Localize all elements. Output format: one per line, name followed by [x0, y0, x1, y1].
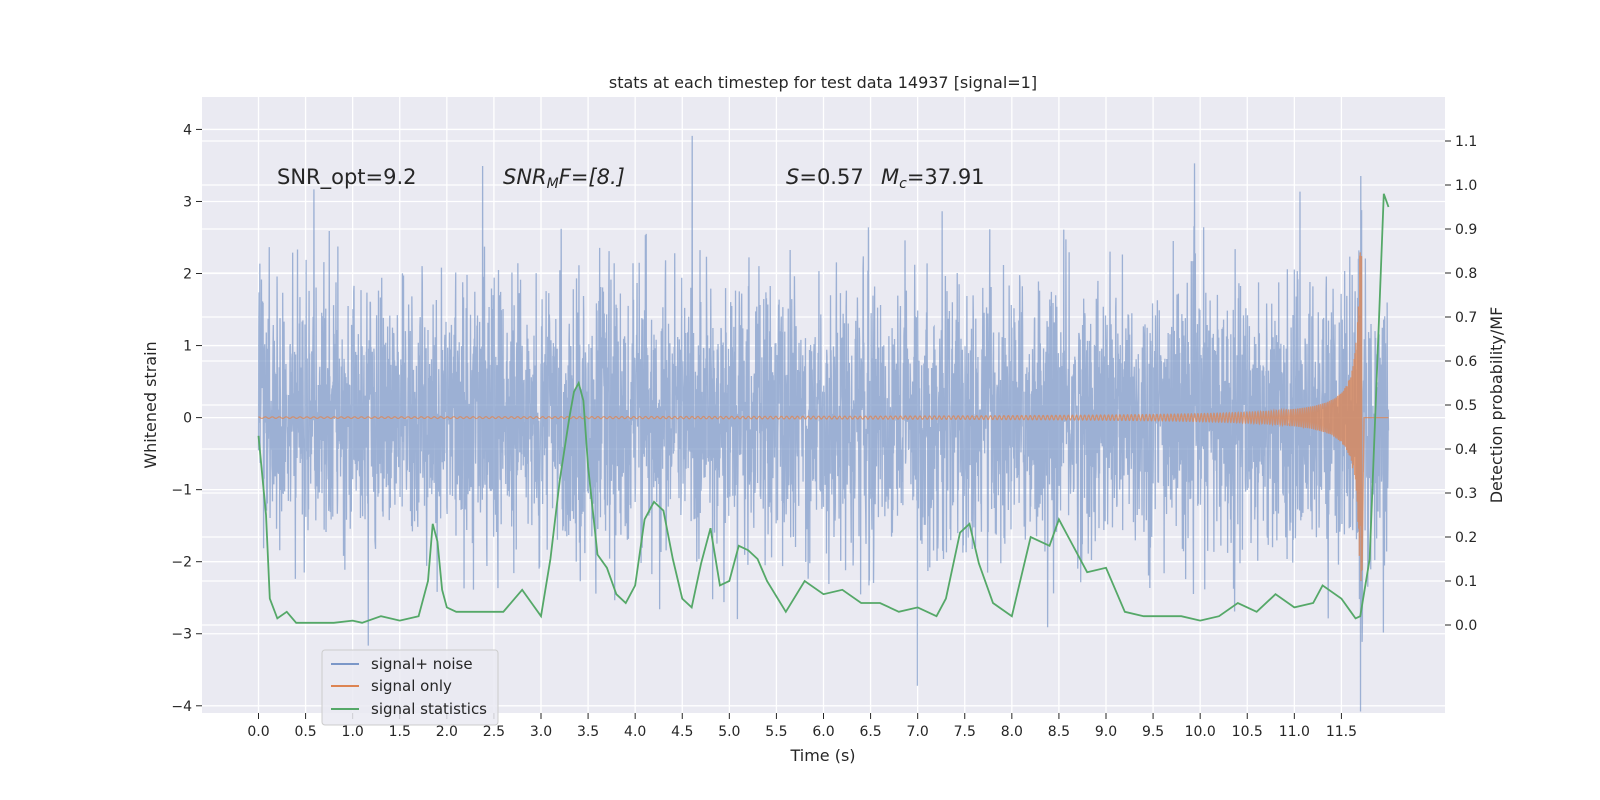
- x-axis-label: Time (s): [789, 746, 855, 765]
- tick-label-x: 3.5: [577, 724, 599, 740]
- series-signal-statistics: [257, 193, 1390, 624]
- legend-label-signal-statistics: signal statistics: [371, 700, 487, 718]
- annotation-mc: Mc=37.91: [881, 165, 985, 192]
- tick-label-x: 2.5: [483, 724, 505, 740]
- y-axis-label-right: Detection probability/MF: [1487, 307, 1506, 504]
- tick-label-right: 0.2: [1455, 530, 1477, 546]
- tick-label-left: 3: [183, 194, 192, 210]
- tick-label-right: 0.5: [1455, 398, 1477, 414]
- tick-label-right: 1.1: [1455, 134, 1477, 150]
- y-axis-right: 1.1 1.0 0.9 0.8 0.7 0.6 0.5 0.4 0.3 0.2 0.1 0.0: [1445, 134, 1477, 634]
- tick-label-x: 10.0: [1185, 724, 1216, 740]
- tick-label-x: 8.0: [1001, 724, 1023, 740]
- tick-label-x: 10.5: [1232, 724, 1263, 740]
- tick-label-x: 11.5: [1326, 724, 1357, 740]
- y-axis-label-left: Whitened strain: [141, 341, 160, 468]
- tick-label-x: 0.0: [247, 724, 269, 740]
- tick-label-right: 0.6: [1455, 354, 1477, 370]
- legend-label-signal-only: signal only: [371, 677, 452, 695]
- tick-label-right: 0.9: [1455, 222, 1477, 238]
- tick-label-left: −3: [171, 627, 192, 643]
- series-signal-only: [258, 252, 1389, 582]
- tick-label-x: 1.0: [342, 724, 364, 740]
- annotation-s: S=0.57: [786, 165, 864, 189]
- chart-title: stats at each timestep for test data 149…: [609, 73, 1037, 92]
- tick-label-right: 0.3: [1455, 486, 1477, 502]
- y-axis-left: 4 3 2 1 0 −1 −2 −3 −4: [171, 122, 202, 715]
- tick-label-left: −1: [171, 483, 192, 499]
- tick-label-left: −4: [171, 699, 192, 715]
- tick-label-right: 0.0: [1455, 618, 1477, 634]
- tick-label-left: −2: [171, 555, 192, 571]
- legend-label-signal-noise: signal+ noise: [371, 655, 473, 673]
- tick-label-x: 6.5: [859, 724, 881, 740]
- legend: signal+ noise signal only signal statist…: [321, 649, 499, 726]
- tick-label-x: 11.0: [1279, 724, 1310, 740]
- tick-label-left: 1: [183, 339, 192, 355]
- tick-label-right: 0.4: [1455, 442, 1477, 458]
- tick-label-left: 0: [183, 411, 192, 427]
- tick-label-right: 1.0: [1455, 178, 1477, 194]
- annotation-snr-mf: SNRMF=[8.]: [503, 165, 625, 192]
- tick-label-x: 4.0: [624, 724, 646, 740]
- tick-label-x: 7.5: [954, 724, 976, 740]
- tick-label-right: 0.8: [1455, 266, 1477, 282]
- tick-label-x: 5.0: [718, 724, 740, 740]
- tick-label-right: 0.7: [1455, 310, 1477, 326]
- tick-label-x: 1.5: [389, 724, 411, 740]
- tick-label-x: 2.0: [436, 724, 458, 740]
- tick-label-x: 7.0: [907, 724, 929, 740]
- tick-label-x: 8.5: [1048, 724, 1070, 740]
- legend-box: [321, 649, 499, 726]
- tick-label-right: 0.1: [1455, 574, 1477, 590]
- tick-label-x: 9.0: [1095, 724, 1117, 740]
- tick-label-x: 0.5: [294, 724, 316, 740]
- tick-label-x: 5.5: [765, 724, 787, 740]
- series-signal-noise: [257, 135, 1390, 712]
- tick-label-x: 9.5: [1142, 724, 1164, 740]
- annotation-snr-opt: SNR_opt=9.2: [277, 165, 417, 190]
- x-axis: 0.0 0.5 1.0 1.5 2.0 2.5 3.0 3.5 4.0 4.5 5.0 5.5 6.0 6…: [247, 713, 1357, 740]
- tick-label-x: 3.0: [530, 724, 552, 740]
- tick-label-x: 4.5: [671, 724, 693, 740]
- tick-label-left: 4: [183, 122, 192, 138]
- tick-label-x: 6.0: [812, 724, 834, 740]
- tick-label-left: 2: [183, 267, 192, 283]
